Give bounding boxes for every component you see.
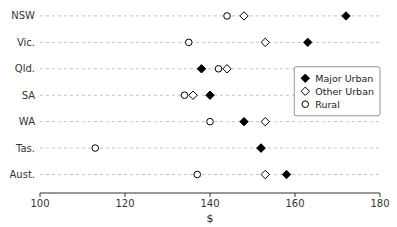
x-tick-label: 120 — [115, 198, 134, 209]
dot — [282, 170, 290, 178]
dot — [257, 144, 265, 152]
dot — [207, 118, 214, 125]
legend-marker — [301, 74, 309, 82]
dot — [92, 145, 99, 152]
x-tick — [380, 193, 381, 197]
legend-marker — [301, 87, 309, 95]
dot — [215, 65, 222, 72]
x-axis-label: $ — [207, 212, 214, 225]
dot — [185, 39, 192, 46]
legend-frame — [294, 67, 380, 116]
legend: Major Urban Other Urban Rural — [294, 67, 380, 116]
y-tick-label: Vic. — [17, 37, 35, 48]
legend-marker — [302, 101, 309, 108]
dot — [261, 170, 269, 178]
x-tick — [295, 193, 296, 197]
legend-label: Major Urban — [315, 73, 373, 84]
x-tick-label: 160 — [285, 198, 304, 209]
legend-label: Rural — [315, 99, 340, 110]
dot — [240, 12, 248, 20]
dot — [257, 144, 265, 152]
dot — [240, 117, 248, 125]
dot — [194, 171, 201, 178]
y-tick-label: Qld. — [15, 63, 35, 74]
grid-line — [40, 148, 380, 149]
grid-line — [40, 174, 380, 175]
y-tick-label: SA — [22, 90, 36, 101]
dot — [224, 13, 231, 20]
x-tick — [210, 193, 211, 197]
dot — [223, 65, 231, 73]
dot — [261, 117, 269, 125]
y-tick-label: Aust. — [10, 169, 36, 180]
dot — [181, 92, 188, 99]
dot — [304, 38, 312, 46]
dot — [197, 65, 205, 73]
grid-line — [40, 42, 380, 43]
x-tick — [40, 193, 41, 197]
y-tick-label: Tas. — [15, 143, 35, 154]
legend-label: Other Urban — [315, 86, 374, 97]
y-tick-label: WA — [19, 116, 35, 127]
dot — [206, 91, 214, 99]
x-tick-label: 140 — [200, 198, 219, 209]
dot — [261, 38, 269, 46]
x-tick-label: 180 — [370, 198, 389, 209]
y-tick-label: NSW — [11, 10, 35, 21]
x-tick-label: 100 — [30, 198, 49, 209]
x-tick — [125, 193, 126, 197]
dot — [342, 12, 350, 20]
dot — [189, 91, 197, 99]
grid-line — [40, 15, 380, 16]
chart: NSW Vic. Qld. SA WA Tas. Aust. 100 120 140 160 180 $… — [0, 0, 397, 227]
